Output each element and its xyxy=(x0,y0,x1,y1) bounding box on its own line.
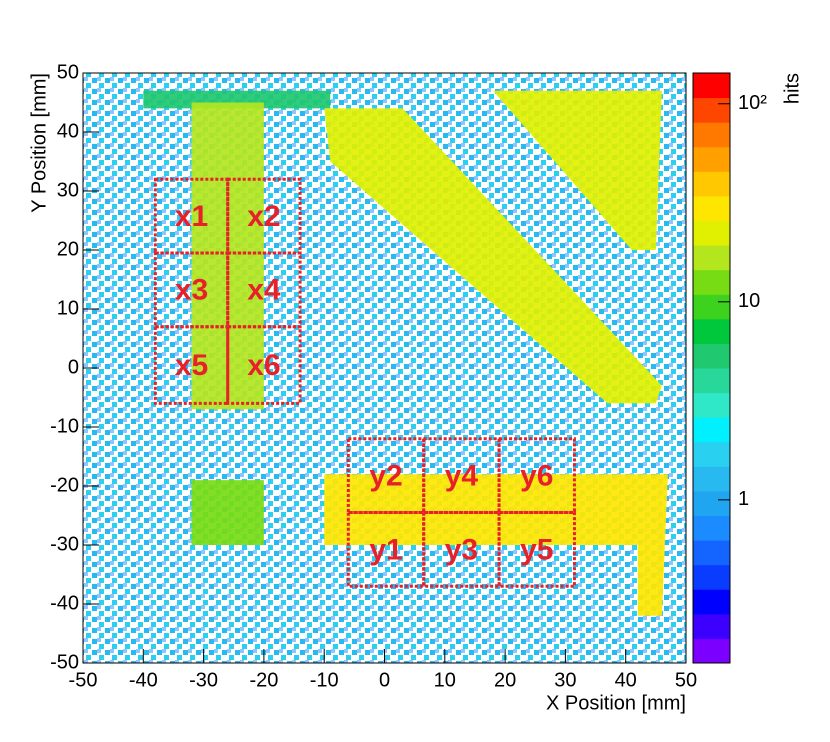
colorbar-band xyxy=(693,245,730,271)
annotation-label: x3 xyxy=(175,274,208,307)
annotation-label: x4 xyxy=(247,274,281,307)
y-tick-label: 20 xyxy=(57,238,79,260)
colorbar-band xyxy=(693,318,730,344)
x-tick-label: 20 xyxy=(494,669,516,691)
y-tick-label: -20 xyxy=(50,474,79,496)
annotation-label: y2 xyxy=(369,460,402,493)
x-tick-label: 40 xyxy=(615,669,637,691)
hit-region xyxy=(191,480,264,545)
colorbar-band xyxy=(693,441,730,467)
colorbar-band xyxy=(693,540,730,566)
colorbar-band xyxy=(693,294,730,320)
colorbar-band xyxy=(693,564,730,590)
x-tick-label: -10 xyxy=(310,669,339,691)
colorbar-band xyxy=(693,589,730,615)
y-tick-label: -40 xyxy=(50,592,79,614)
annotation-label: y1 xyxy=(369,533,402,566)
colorbar-band xyxy=(693,466,730,492)
x-tick-label: -20 xyxy=(249,669,278,691)
annotation-label: y5 xyxy=(520,533,553,566)
annotation-box xyxy=(226,325,302,405)
annotation-label: x6 xyxy=(247,349,280,382)
colorbar-band xyxy=(693,97,730,123)
y-tick-label: 40 xyxy=(57,120,79,142)
colorbar-frame xyxy=(692,72,731,664)
colorbar-band xyxy=(693,122,730,148)
annotation-box xyxy=(497,511,576,588)
y-tick-label: 30 xyxy=(57,179,79,201)
colorbar-band xyxy=(693,368,730,394)
x-tick-label: 50 xyxy=(675,669,697,691)
colorbar-band xyxy=(693,195,730,221)
colorbar-band xyxy=(693,613,730,639)
x-tick-label: -40 xyxy=(129,669,158,691)
y-tick-label: -30 xyxy=(50,533,79,555)
hit-region xyxy=(493,90,662,250)
annotation-label: x5 xyxy=(175,349,208,382)
y-tick-label: -50 xyxy=(50,651,79,673)
x-tick-label: 10 xyxy=(434,669,456,691)
colorbar-band xyxy=(693,171,730,197)
hit-region xyxy=(143,90,331,109)
y-tick-label: -10 xyxy=(50,415,79,437)
z-tick-label: 1 xyxy=(738,488,749,510)
x-tick-label: 30 xyxy=(554,669,576,691)
hit-region xyxy=(324,474,668,616)
annotation-label: y6 xyxy=(520,460,553,493)
colorbar-band xyxy=(693,417,730,443)
colorbar-band xyxy=(693,392,730,418)
x-tick-label: 0 xyxy=(379,669,390,691)
x-tick-label: -30 xyxy=(189,669,218,691)
annotation-label: y3 xyxy=(445,533,478,566)
annotation-label: x1 xyxy=(175,200,208,233)
y-tick-label: 50 xyxy=(57,61,79,83)
y-tick-label: 0 xyxy=(68,356,79,378)
y-tick-label: 10 xyxy=(57,297,79,319)
colorbar-band xyxy=(693,343,730,369)
z-axis-label: hits xyxy=(781,73,803,104)
colorbar-band xyxy=(693,146,730,172)
colorbar-band xyxy=(693,269,730,295)
hit-region xyxy=(324,108,662,404)
annotation-label: y4 xyxy=(445,460,479,493)
colorbar-band xyxy=(693,490,730,516)
y-axis-label: Y Position [mm] xyxy=(28,73,50,213)
z-tick-label: 10 xyxy=(738,290,760,312)
colorbar-band xyxy=(693,73,730,99)
annotation-label: x2 xyxy=(247,200,280,233)
x-axis-label: X Position [mm] xyxy=(546,692,686,714)
x-tick-label: -50 xyxy=(69,669,98,691)
z-tick-label: 10² xyxy=(738,92,767,114)
colorbar-band xyxy=(693,638,730,664)
colorbar-band xyxy=(693,515,730,541)
colorbar-band xyxy=(693,220,730,246)
annotation-box xyxy=(153,325,230,405)
